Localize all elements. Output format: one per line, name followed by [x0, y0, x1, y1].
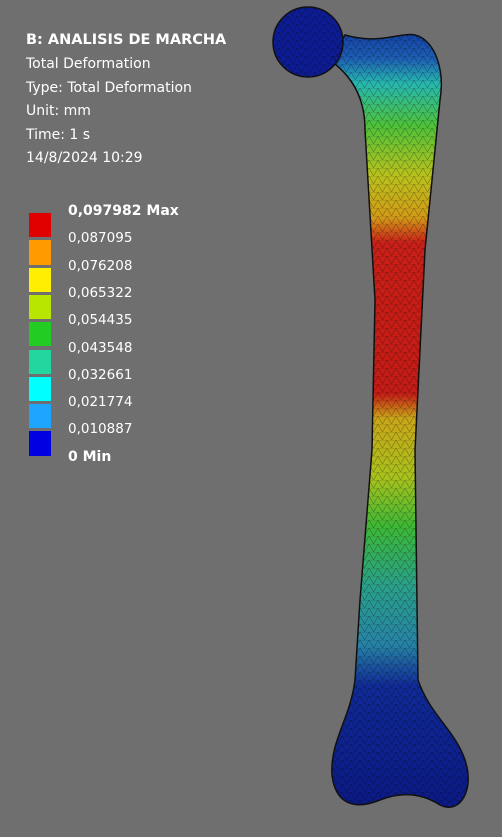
- legend-swatch: [29, 404, 51, 429]
- result-info: Time: 1 s: [26, 126, 91, 143]
- legend-swatch: [29, 267, 51, 292]
- result-info: 14/8/2024 10:29: [26, 150, 143, 166]
- legend-label: 0,032661: [68, 366, 133, 383]
- legend-label: 0,087095: [68, 230, 133, 247]
- result-info: Type: Total Deformation: [26, 79, 192, 96]
- legend-label: 0,043548: [68, 339, 133, 356]
- result-info: Unit: mm: [26, 103, 91, 119]
- legend-label: 0,065322: [68, 284, 133, 301]
- legend-swatch: [29, 349, 51, 374]
- legend-swatch: [29, 376, 51, 402]
- legend-label: 0 Min: [68, 448, 112, 465]
- legend-label: 0,010887: [68, 421, 133, 438]
- femur-mesh: [272, 6, 469, 808]
- legend-label: 0,097982 Max: [68, 203, 179, 219]
- legend-label: 0,076208: [68, 257, 133, 274]
- legend-swatch: [29, 431, 51, 456]
- legend-label: 0,021774: [68, 394, 133, 411]
- legend-swatch: [29, 213, 51, 238]
- result-title: B: ANALISIS DE MARCHA: [26, 32, 227, 48]
- legend-label: 0,054435: [68, 312, 133, 329]
- result-info: Total Deformation: [26, 56, 151, 72]
- legend-swatch: [29, 240, 51, 265]
- legend-swatch: [29, 322, 51, 347]
- legend-swatch: [29, 294, 51, 320]
